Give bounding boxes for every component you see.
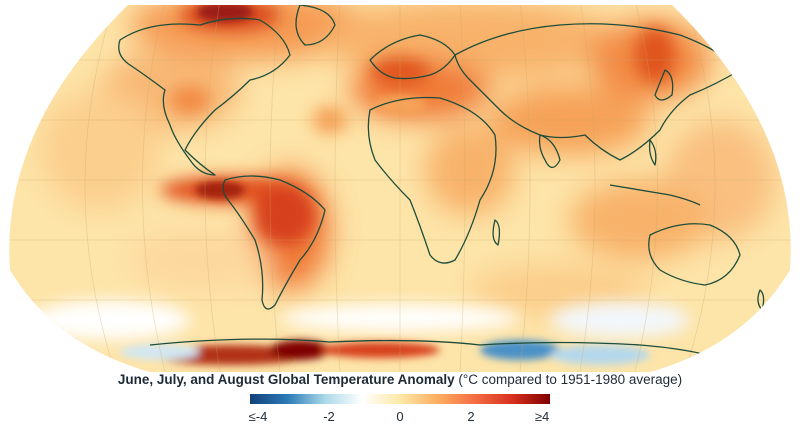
- color-legend: ≤-4 -2 0 2 ≥4: [0, 392, 800, 436]
- anomaly-patch: [480, 340, 560, 360]
- coastline-europe: [369, 34, 456, 80]
- map-caption: June, July, and August Global Temperatur…: [0, 372, 800, 388]
- coastline-indonesia: [609, 184, 701, 206]
- legend-tick-label: 2: [467, 409, 474, 424]
- anomaly-patch: [370, 58, 430, 86]
- anomaly-patch: [570, 180, 710, 260]
- legend-tick-label: ≤-4: [249, 409, 268, 424]
- coastline-africa: [367, 96, 497, 264]
- coastline-philippines: [648, 139, 657, 166]
- legend-ticks: ≤-4 -2 0 2 ≥4: [249, 409, 550, 424]
- coastline-antarctica: [149, 338, 721, 361]
- globe: [9, 5, 791, 372]
- world-temperature-anomaly-map: [9, 5, 791, 372]
- anomaly-patch: [374, 95, 426, 115]
- anomaly-patch: [120, 344, 200, 360]
- anomaly-patch: [255, 185, 315, 245]
- legend-color-bar: [250, 394, 550, 404]
- anomaly-patch: [320, 342, 440, 358]
- legend-tick-label: -2: [323, 409, 335, 424]
- coastline-asia: [454, 23, 741, 161]
- coastline-madagascar: [492, 219, 501, 246]
- caption-subtitle: (°C compared to 1951-1980 average): [458, 372, 683, 387]
- coastline-south-america: [222, 175, 326, 310]
- anomaly-patch: [270, 340, 330, 360]
- anomaly-patch: [197, 5, 253, 22]
- coastline-north-america: [118, 17, 291, 176]
- coastlines: [118, 5, 765, 361]
- anomaly-field: [30, 5, 775, 365]
- anomaly-patch: [130, 230, 270, 290]
- coastline-japan: [654, 69, 674, 101]
- legend-svg: ≤-4 -2 0 2 ≥4: [249, 394, 550, 424]
- caption-title: June, July, and August Global Temperatur…: [117, 372, 455, 387]
- anomaly-patch: [490, 85, 650, 155]
- anomaly-patch: [635, 27, 675, 83]
- anomaly-patch: [30, 300, 190, 340]
- anomaly-patch: [195, 181, 245, 199]
- anomaly-patch: [312, 106, 348, 134]
- coastline-greenland: [295, 5, 336, 46]
- anomaly-patch: [550, 345, 650, 365]
- anomaly-patch: [280, 304, 520, 332]
- anomaly-patch: [170, 86, 210, 114]
- anomaly-patch: [550, 302, 690, 338]
- coastline-australia: [648, 223, 741, 286]
- anomaly-patch: [40, 90, 160, 210]
- anomaly-patch: [320, 5, 620, 80]
- graticule: [9, 5, 791, 372]
- anomaly-patch: [425, 125, 515, 215]
- legend-tick-label: 0: [396, 409, 403, 424]
- legend-tick-label: ≥4: [535, 409, 549, 424]
- coastline-india: [538, 134, 561, 169]
